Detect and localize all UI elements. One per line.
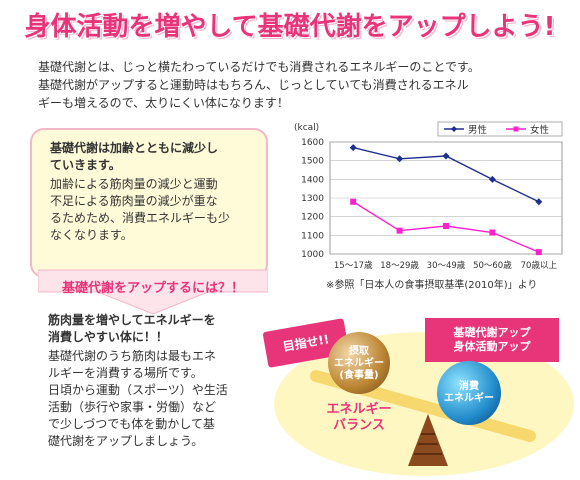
cone-pattern [414, 433, 442, 455]
intake-ball: 摂取 エネルギー (食事量) [328, 332, 390, 394]
data-point [349, 144, 357, 152]
legend-marker [451, 126, 457, 132]
bubble-heading-line: 基礎代謝は加齢とともに減少し [50, 141, 219, 155]
y-tick-label: 1400 [301, 175, 324, 185]
consumption-ball-text: 消費 エネルギー [437, 381, 501, 405]
data-point [535, 198, 543, 206]
advice-heading-line: 消費しやすい体に！！ [48, 330, 168, 344]
x-tick-label: 15～17歳 [334, 260, 373, 271]
legend-marker [513, 126, 519, 132]
y-tick-label: 1000 [301, 250, 324, 260]
bubble-body-line: 加齢による筋肉量の減少と運動 [50, 177, 218, 191]
energy-balance-label: エネルギー バランス [320, 402, 398, 434]
intake-line: 摂取 [349, 346, 369, 357]
kcal-line-chart: 1600 1500 1400 1300 1200 1100 1000 (kcal) 15～17歳… [286, 118, 568, 288]
x-tick-label: 30～49歳 [427, 260, 466, 271]
advice-body-line: 日頃から運動（スポーツ）や生活 [48, 383, 228, 397]
chart-svg: 1600 1500 1400 1300 1200 1100 1000 (kcal) 15～17歳… [294, 121, 563, 271]
advice-body-line: で少しづつでも体を動かして基 [48, 417, 215, 431]
arrow-label: 基礎代謝をアップするには？！ [61, 281, 244, 296]
balance-line: エネルギー [326, 402, 392, 417]
x-tick-label: 70歳以上 [521, 260, 558, 271]
y-tick-label: 1200 [301, 213, 324, 223]
bubble-content: 基礎代謝は加齢とともに減少し ていきます。 加齢による筋肉量の減少と運動 不足に… [50, 140, 260, 244]
goal-line: 身体活動アップ [453, 340, 531, 353]
advice-text: 筋肉量を増やしてエネルギーを 消費しやすい体に！！ 基礎代謝のうち筋肉は最もエネ… [48, 312, 276, 450]
consumption-ball: 消費 エネルギー [437, 361, 501, 425]
x-tick-label: 50～60歳 [473, 260, 512, 271]
y-axis-label: (kcal) [294, 123, 319, 133]
info-bubble: 基礎代謝は加齢とともに減少し ていきます。 加齢による筋肉量の減少と運動 不足に… [30, 128, 268, 278]
advice-body-line: ルギーを消費する場所です。 [48, 366, 203, 380]
goal-line: 基礎代謝アップ [453, 326, 531, 339]
y-tick-label: 1100 [301, 231, 324, 241]
page-title: 身体活動を増やして基礎代謝をアップしよう! [24, 12, 556, 42]
chart-source: ※参照「日本人の食事摂取基準(2010年)」より [326, 280, 538, 291]
consumption-line: 消費 [459, 381, 479, 392]
advice-body: 基礎代謝のうち筋肉は最もエネ ルギーを消費する場所です。 日頃から運動（スポーツ… [48, 348, 276, 450]
consumption-line: エネルギー [444, 393, 494, 404]
advice-body-line: 礎代謝をアップしましょう。 [48, 434, 204, 448]
data-point [396, 155, 404, 163]
intro-line: 基礎代謝がアップすると運動時はもちろん、じっとしていても消費されるエネル [38, 78, 469, 92]
advice-body-line: 基礎代謝のうち筋肉は最もエネ [48, 349, 217, 363]
data-point [443, 223, 449, 229]
bubble-heading: 基礎代謝は加齢とともに減少し ていきます。 [50, 140, 260, 174]
y-tick-label: 1500 [301, 157, 324, 167]
data-point [535, 249, 542, 256]
legend-label: 女性 [530, 124, 550, 136]
down-arrow: 基礎代謝をアップするには？！ [38, 266, 268, 316]
y-tick-label: 1300 [301, 194, 324, 204]
intro-line: ギーも増えるので、太りにくい体になります！ [38, 96, 289, 110]
legend-label: 男性 [468, 124, 488, 136]
data-point [489, 229, 496, 236]
legend-box [437, 121, 563, 137]
advice-heading: 筋肉量を増やしてエネルギーを 消費しやすい体に！！ [48, 312, 276, 346]
bubble-body-line: 不足による筋肉量の減少が重な [50, 194, 218, 208]
x-tick-label: 18～29歳 [380, 260, 419, 271]
balance-line: バランス [333, 418, 385, 433]
bubble-body-line: るためため、消費エネルギーも少 [50, 211, 231, 225]
bubble-body-line: なくなります。 [50, 228, 133, 242]
bubble-body: 加齢による筋肉量の減少と運動 不足による筋肉量の減少が重な るためため、消費エネ… [50, 176, 260, 244]
intake-line: エネルギー [334, 358, 384, 369]
intake-line: (食事量) [339, 370, 379, 381]
y-tick-label: 1600 [301, 138, 324, 148]
intro-line: 基礎代謝とは、じっと横たわっているだけでも消費されるエネルギーのことです。 [38, 60, 480, 74]
data-point [442, 152, 450, 160]
down-arrow-shape [38, 269, 268, 315]
advice-body-line: 活動（歩行や家事・労働）など [48, 400, 217, 414]
data-point [396, 227, 403, 234]
goal-badge: 基礎代謝アップ 身体活動アップ [425, 318, 559, 362]
bubble-heading-line: ていきます。 [50, 158, 121, 172]
intro-text: 基礎代謝とは、じっと横たわっているだけでも消費されるエネルギーのことです。 基礎… [38, 58, 558, 112]
advice-heading-line: 筋肉量を増やしてエネルギーを [48, 313, 216, 327]
data-point [350, 198, 357, 205]
intake-ball-text: 摂取 エネルギー (食事量) [328, 346, 390, 382]
